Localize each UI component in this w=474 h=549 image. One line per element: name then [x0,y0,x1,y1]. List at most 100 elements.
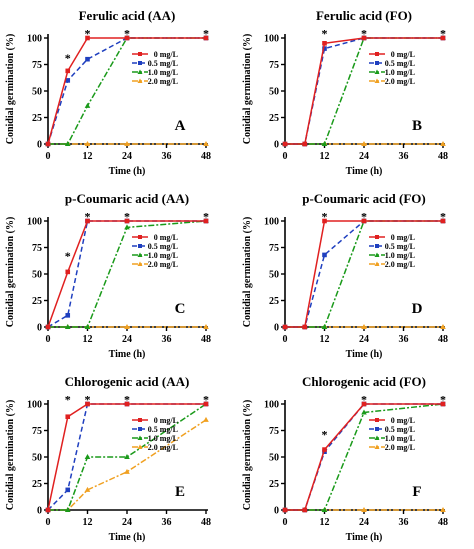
x-tick-label: 48 [438,151,448,162]
x-tick-label: 48 [438,517,448,528]
significance-star: * [322,210,328,224]
panel-title: p-Coumaric acid (AA) [65,191,189,206]
significance-star: * [124,27,130,41]
y-tick-label: 0 [274,323,279,334]
legend-label: 2.0 mg/L [385,443,415,452]
y-tick-label: 0 [274,506,279,517]
data-point [85,401,90,407]
x-tick-label: 12 [83,517,93,528]
legend-marker [137,252,143,257]
data-point [65,313,71,318]
data-point [203,141,209,146]
data-point [124,324,130,329]
y-tick-label: 75 [269,426,279,437]
data-point [321,324,328,329]
legend-label: 1.0 mg/L [148,434,178,443]
legend-label: 1.0 mg/L [385,251,415,260]
legend-marker [375,52,379,56]
legend-label: 0 mg/L [154,50,178,59]
data-point [124,35,130,41]
legend-label: 1.0 mg/L [385,434,415,443]
data-point [361,401,367,407]
data-point [84,486,91,492]
x-tick-label: 12 [83,334,93,345]
data-point [65,68,71,74]
legend-marker [374,435,380,440]
legend-marker [375,61,379,65]
legend-label: 0 mg/L [391,416,415,425]
legend-marker [138,418,142,422]
legend-marker [375,418,379,422]
data-point [65,78,71,83]
x-axis-label: Time (h) [346,532,383,543]
legend-marker [138,52,142,56]
y-tick-label: 0 [274,140,279,151]
legend-marker [138,61,142,65]
legend-label: 0 mg/L [391,233,415,242]
data-point [65,414,71,420]
x-tick-label: 36 [399,151,409,162]
x-tick-label: 24 [122,517,132,528]
series-line-1 [47,37,206,145]
y-tick-label: 0 [37,140,42,151]
legend-label: 0 mg/L [154,416,178,425]
data-point [124,468,130,474]
legend-marker [138,244,142,248]
data-point [322,252,327,258]
legend-label: 0.5 mg/L [385,59,415,68]
significance-star: * [361,393,367,407]
data-point [64,324,71,329]
x-tick-label: 36 [162,517,172,528]
panel-title: Chlorogenic acid (FO) [302,374,426,389]
legend-label: 2.0 mg/L [148,260,178,269]
x-tick-label: 24 [359,151,369,162]
legend-marker [374,78,380,83]
data-point [84,141,91,146]
data-point [84,454,91,459]
data-point [302,141,308,147]
y-axis-label: Conidial germination (%) [242,34,253,145]
data-point [203,401,209,407]
panel-F: Chlorogenic acid (FO) Conidial germinatio… [242,374,448,543]
y-tick-label: 100 [264,400,279,411]
y-axis-label: Conidial germination (%) [5,217,16,328]
x-tick-label: 48 [201,151,211,162]
data-point [322,447,327,452]
significance-star: * [440,27,446,41]
panel-C: p-Coumaric acid (AA) Conidial germination… [5,191,211,360]
data-point [203,324,209,329]
legend-label: 2.0 mg/L [385,77,415,86]
legend-marker [374,261,380,266]
x-tick-label: 36 [399,517,409,528]
x-tick-label: 12 [320,517,330,528]
legend-label: 0.5 mg/L [385,242,415,251]
x-tick-label: 24 [122,334,132,345]
legend-label: 2.0 mg/L [148,443,178,452]
data-point [440,401,446,407]
data-point [124,141,130,146]
x-tick-label: 0 [46,151,51,162]
data-point [282,507,288,513]
panel-letter: E [175,484,185,500]
legend-label: 2.0 mg/L [385,260,415,269]
legend-marker [374,252,380,257]
y-tick-label: 0 [37,506,42,517]
x-axis-label: Time (h) [109,532,146,543]
legend-label: 1.0 mg/L [148,68,178,77]
data-point [322,46,327,51]
x-tick-label: 36 [162,334,172,345]
data-point [65,269,71,275]
significance-star: * [65,249,71,263]
legend-marker [374,69,380,74]
panel-letter: F [412,484,421,500]
legend-label: 0.5 mg/L [148,59,178,68]
panel-A: Ferulic acid (AA) Conidial germination (%… [5,8,211,177]
y-tick-label: 75 [32,426,42,437]
data-point [84,102,91,108]
legend-label: 2.0 mg/L [148,77,178,86]
y-tick-label: 25 [32,113,42,124]
data-point [361,324,367,329]
panel-D: p-Coumaric acid (FO) Conidial germination… [242,191,448,360]
y-tick-label: 50 [32,453,42,464]
data-point [282,141,288,147]
